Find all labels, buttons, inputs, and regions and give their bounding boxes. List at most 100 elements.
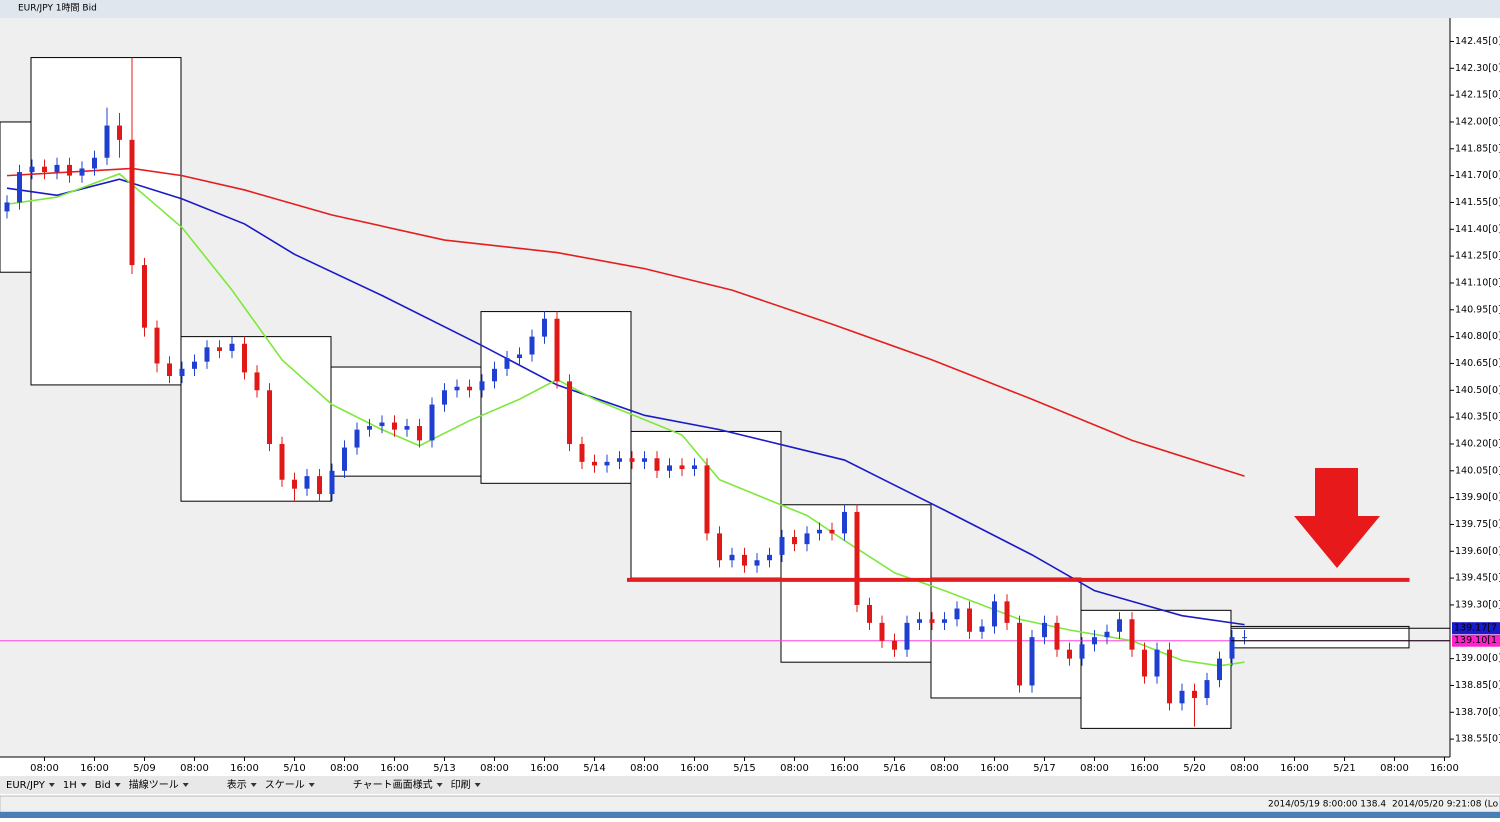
toolbar bbox=[0, 776, 1500, 794]
candle-body bbox=[1192, 690, 1197, 698]
candle-body bbox=[229, 343, 235, 351]
candle-body bbox=[154, 327, 160, 364]
y-tick-label: 141.40[0] bbox=[1455, 224, 1500, 235]
dropdown-icon bbox=[48, 783, 55, 787]
y-tick-label: 142.30[0] bbox=[1455, 63, 1500, 74]
status-text: 2014/05/19 8:00:00 138.4 bbox=[1268, 800, 1386, 810]
candle-body bbox=[454, 386, 460, 391]
candle-body bbox=[1054, 622, 1060, 650]
toolbar-button[interactable]: Bid bbox=[95, 780, 111, 791]
candle-body bbox=[1017, 622, 1022, 686]
candle-body bbox=[567, 381, 572, 444]
y-tick-label: 141.55[0] bbox=[1455, 197, 1500, 208]
candle-body bbox=[4, 202, 10, 212]
candle-body bbox=[1179, 690, 1185, 704]
toolbar-button[interactable]: EUR/JPY bbox=[6, 780, 46, 791]
y-tick-label: 140.65[0] bbox=[1455, 358, 1500, 369]
candle-body bbox=[29, 166, 35, 173]
price-label-box bbox=[1452, 634, 1500, 647]
y-tick-label: 138.55[0] bbox=[1455, 734, 1500, 745]
y-tick-label: 140.20[0] bbox=[1455, 438, 1500, 449]
dropdown-icon bbox=[80, 783, 87, 787]
y-tick-label: 141.25[0] bbox=[1455, 251, 1500, 262]
toolbar-button[interactable]: チャート画面様式 bbox=[353, 778, 433, 791]
candle-body bbox=[1154, 649, 1160, 677]
x-tick-label: 16:00 bbox=[530, 763, 559, 774]
x-tick-label: 5/17 bbox=[1033, 763, 1055, 774]
candle-body bbox=[279, 443, 285, 480]
window-title: EUR/JPY 1時間 Bid bbox=[18, 3, 97, 14]
candle-body bbox=[829, 529, 835, 534]
x-tick-label: 5/15 bbox=[733, 763, 755, 774]
dropdown-icon bbox=[436, 783, 443, 787]
candle-body bbox=[867, 604, 872, 623]
candle-body bbox=[617, 458, 622, 462]
candle-body bbox=[104, 125, 110, 158]
y-tick-label: 140.80[0] bbox=[1455, 331, 1500, 342]
candle-body bbox=[429, 404, 435, 441]
x-tick-label: 08:00 bbox=[330, 763, 359, 774]
y-tick-label: 139.00[0] bbox=[1455, 653, 1500, 664]
candle-body bbox=[592, 461, 597, 466]
candle-body bbox=[254, 372, 260, 391]
candle-body bbox=[954, 608, 960, 620]
x-tick-label: 16:00 bbox=[1430, 763, 1459, 774]
y-tick-label: 139.45[0] bbox=[1455, 573, 1500, 584]
candle-body bbox=[929, 619, 935, 623]
day-range-box bbox=[0, 121, 32, 273]
candle-body bbox=[917, 619, 922, 623]
y-tick-label: 142.45[0] bbox=[1455, 36, 1500, 47]
down-arrow bbox=[1294, 468, 1380, 568]
toolbar-button[interactable]: 表示 bbox=[227, 778, 247, 791]
y-tick-label: 141.70[0] bbox=[1455, 170, 1500, 181]
candle-body bbox=[292, 479, 297, 489]
candle-body bbox=[517, 354, 522, 359]
candle-body bbox=[742, 554, 747, 566]
candle-body bbox=[804, 533, 810, 545]
toolbar-button[interactable]: スケール bbox=[265, 779, 305, 791]
day-range-box bbox=[1230, 625, 1410, 649]
candle-body bbox=[1229, 637, 1235, 659]
candle-body bbox=[992, 601, 997, 627]
moving-average bbox=[6, 172, 1245, 667]
x-tick-label: 5/14 bbox=[583, 763, 605, 774]
candle-body bbox=[779, 536, 785, 555]
candle-body bbox=[204, 347, 210, 362]
candle-body bbox=[629, 458, 635, 462]
candle-body bbox=[904, 622, 910, 650]
x-tick-label: 16:00 bbox=[1280, 763, 1309, 774]
candle-body bbox=[704, 465, 710, 534]
toolbar-button[interactable]: 印刷 bbox=[451, 779, 471, 791]
candle-body bbox=[1117, 619, 1122, 632]
x-tick-label: 5/13 bbox=[433, 763, 455, 774]
x-tick-label: 08:00 bbox=[1380, 763, 1409, 774]
y-tick-label: 141.85[0] bbox=[1455, 143, 1500, 154]
price-label-box bbox=[1452, 622, 1500, 635]
y-tick-label: 140.35[0] bbox=[1455, 412, 1500, 423]
candle-body bbox=[467, 386, 472, 391]
candle-body bbox=[417, 426, 422, 441]
candle-body bbox=[129, 139, 135, 266]
x-tick-label: 16:00 bbox=[830, 763, 859, 774]
y-tick-label: 140.50[0] bbox=[1455, 385, 1500, 396]
candle-body bbox=[654, 458, 660, 471]
dropdown-icon bbox=[474, 783, 481, 787]
x-tick-label: 16:00 bbox=[1130, 763, 1159, 774]
candle-body bbox=[679, 465, 685, 469]
candle-body bbox=[692, 465, 697, 469]
candle-body bbox=[504, 358, 510, 369]
candle-body bbox=[667, 465, 672, 471]
candle-body bbox=[879, 622, 885, 641]
candle-body bbox=[842, 511, 847, 534]
title-bar bbox=[0, 0, 1500, 18]
candle-body bbox=[404, 426, 410, 430]
candle-body bbox=[1067, 649, 1072, 659]
y-tick-label: 139.75[0] bbox=[1455, 519, 1500, 530]
dropdown-icon bbox=[250, 783, 257, 787]
y-tick-label: 138.70[0] bbox=[1455, 707, 1500, 718]
candle-body bbox=[304, 476, 310, 489]
moving-average bbox=[6, 167, 1245, 477]
dropdown-icon bbox=[114, 783, 121, 787]
toolbar-button[interactable]: 描線ツール bbox=[129, 778, 179, 791]
toolbar-button[interactable]: 1H bbox=[63, 780, 77, 791]
